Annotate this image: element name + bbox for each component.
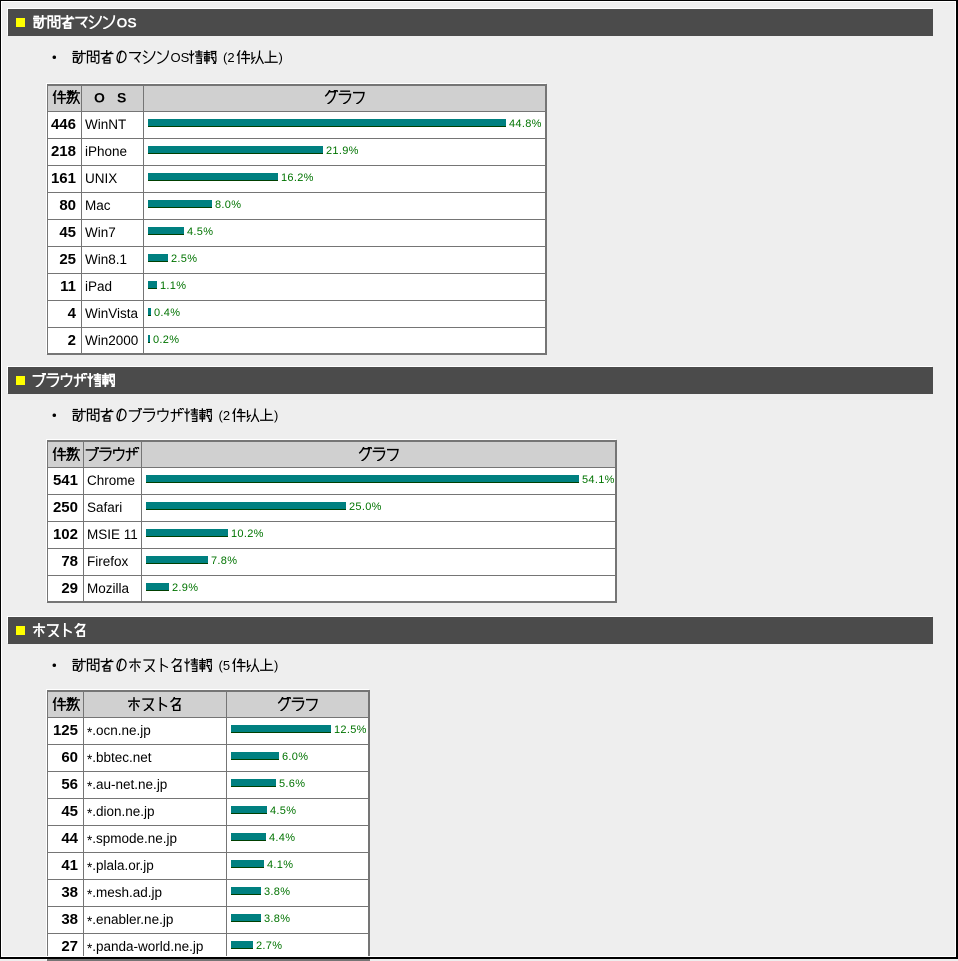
svg-text:OS: OS — [117, 14, 137, 30]
svg-text:O: O — [94, 89, 105, 105]
svg-text:): ) — [274, 407, 278, 422]
svg-text:): ) — [274, 657, 278, 672]
svg-text:(2: (2 — [223, 49, 235, 64]
svg-text:(2: (2 — [219, 407, 231, 422]
svg-text:(5: (5 — [219, 657, 231, 672]
svg-text:S: S — [117, 89, 126, 105]
svg-text:): ) — [279, 49, 283, 64]
svg-text:OS: OS — [171, 49, 190, 64]
